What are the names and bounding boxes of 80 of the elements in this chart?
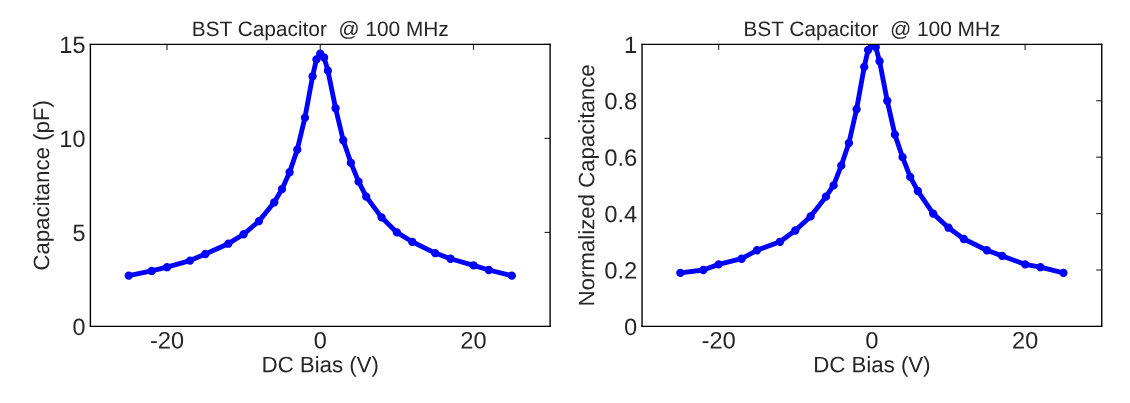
point <box>982 246 991 255</box>
point <box>929 209 938 218</box>
point <box>339 136 348 145</box>
y-tick-label: 0.6 <box>605 149 637 166</box>
point <box>875 57 884 66</box>
point <box>676 268 685 277</box>
point <box>484 265 493 275</box>
y-tick-label: 5 <box>73 224 85 242</box>
point <box>354 177 363 186</box>
x-axis-title: DC Bias (V) <box>263 356 378 377</box>
x-tick-label: 20 <box>461 331 486 349</box>
point <box>959 234 969 244</box>
chart-title: BST Capacitor @ 100 MHz <box>193 20 448 41</box>
point <box>446 254 455 263</box>
point <box>791 226 800 235</box>
point <box>277 184 287 194</box>
point <box>906 172 915 182</box>
y-tick-label: 15 <box>61 36 85 54</box>
y-tick-label: 10 <box>61 130 85 148</box>
point <box>300 113 310 122</box>
point <box>913 186 923 196</box>
point <box>699 265 708 275</box>
point <box>860 62 869 72</box>
y-tick-label: 0 <box>624 318 637 336</box>
point <box>752 246 762 255</box>
point <box>270 198 279 207</box>
point <box>162 263 172 272</box>
point <box>1059 268 1068 277</box>
y-tick-label: 0.4 <box>605 205 637 223</box>
point <box>331 104 340 113</box>
point <box>898 153 907 162</box>
point <box>821 192 831 201</box>
point <box>285 168 294 177</box>
point <box>775 237 785 246</box>
point <box>392 228 402 237</box>
point <box>737 254 746 263</box>
y-tick-label: 0.8 <box>605 92 637 110</box>
point <box>852 105 861 114</box>
point <box>829 181 838 190</box>
y-axis-title: Normalized Capacitance <box>578 65 599 305</box>
y-tick-label: 0 <box>73 318 85 336</box>
point <box>714 260 723 269</box>
point <box>837 161 846 170</box>
point <box>944 223 953 232</box>
point <box>408 237 417 246</box>
x-tick-label: -20 <box>702 331 735 349</box>
point <box>201 249 210 259</box>
point <box>185 256 195 265</box>
point <box>362 192 371 201</box>
point <box>883 96 892 105</box>
point <box>293 145 302 154</box>
point <box>323 66 333 75</box>
point <box>997 251 1007 261</box>
x-tick-label: 20 <box>1013 331 1038 349</box>
point <box>239 230 248 239</box>
x-tick-label: -20 <box>151 331 184 349</box>
point <box>1036 263 1045 272</box>
point <box>124 271 133 280</box>
y-tick-label: 1 <box>625 36 637 53</box>
point <box>254 216 264 226</box>
x-tick-label: 0 <box>866 331 878 349</box>
point <box>224 239 233 248</box>
point <box>469 261 478 270</box>
y-tick-label: 0.2 <box>605 262 636 279</box>
point <box>844 138 854 148</box>
point <box>890 130 900 139</box>
point <box>431 248 440 258</box>
point <box>871 44 880 52</box>
point <box>507 271 516 280</box>
point <box>806 212 815 221</box>
y-axis-title: Capacitance (pF) <box>33 101 54 270</box>
point <box>346 158 356 167</box>
point <box>308 72 317 81</box>
point <box>147 266 156 276</box>
chart-title: BST Capacitor @ 100 MHz <box>745 20 1000 41</box>
point <box>377 213 386 222</box>
point <box>1020 260 1030 269</box>
point <box>319 53 329 62</box>
x-tick-label: 0 <box>314 331 326 349</box>
x-axis-title: DC Bias (V) <box>815 356 930 377</box>
